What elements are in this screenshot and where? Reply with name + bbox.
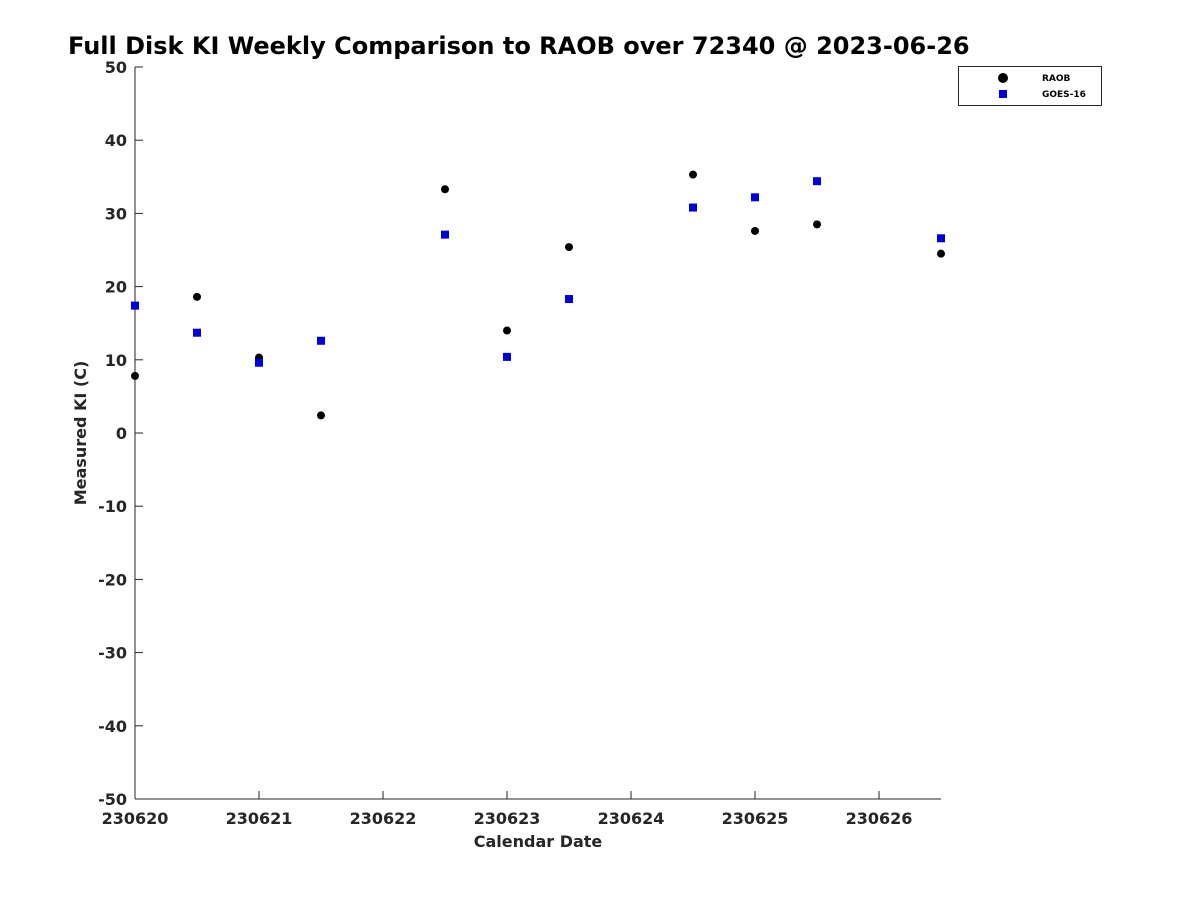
y-tick-label: -20 xyxy=(98,570,127,589)
y-tick-label: 40 xyxy=(105,131,127,150)
y-tick-label: 30 xyxy=(105,204,127,223)
y-tick-label: -50 xyxy=(98,790,127,809)
x-tick-label: 230626 xyxy=(846,809,913,828)
raob-point xyxy=(813,220,821,229)
legend-marker-circle xyxy=(998,73,1008,83)
x-tick-label: 230620 xyxy=(102,809,169,828)
legend-label: RAOB xyxy=(1042,74,1071,84)
y-tick-label: 10 xyxy=(105,351,127,370)
goes16-point xyxy=(255,358,263,367)
raob-point xyxy=(937,249,945,258)
goes16-point xyxy=(565,295,573,304)
y-tick-label: 20 xyxy=(105,278,127,297)
legend-label: GOES-16 xyxy=(1042,90,1086,100)
y-tick-label: -30 xyxy=(98,644,127,663)
goes16-point xyxy=(689,203,697,212)
raob-point xyxy=(503,326,511,335)
plot-axes xyxy=(134,67,941,800)
data-points xyxy=(131,170,945,420)
legend-box xyxy=(958,66,1102,106)
legend: RAOB GOES-16 xyxy=(958,66,1102,106)
y-axis-ticks: 50 40 30 20 10 0 -10 -20 -30 -40 -50 xyxy=(98,58,143,809)
raob-point xyxy=(131,371,139,380)
goes16-point xyxy=(813,177,821,186)
raob-point xyxy=(317,411,325,420)
goes16-point xyxy=(937,234,945,243)
goes16-point xyxy=(441,230,449,239)
raob-point xyxy=(565,243,573,252)
y-tick-label: -10 xyxy=(98,497,127,516)
x-tick-label: 230623 xyxy=(474,809,541,828)
raob-point xyxy=(441,185,449,194)
legend-marker-square xyxy=(999,90,1007,98)
chart-title: Full Disk KI Weekly Comparison to RAOB o… xyxy=(68,32,970,60)
x-tick-label: 230624 xyxy=(598,809,665,828)
raob-point xyxy=(689,170,697,179)
goes16-point xyxy=(193,328,201,337)
goes16-point xyxy=(751,193,759,202)
y-tick-label: 0 xyxy=(116,424,127,443)
x-tick-label: 230621 xyxy=(226,809,293,828)
x-tick-label: 230625 xyxy=(722,809,789,828)
y-tick-label: 50 xyxy=(105,58,127,77)
raob-point xyxy=(193,292,201,301)
goes16-point xyxy=(503,352,511,361)
x-axis-ticks: 230620 230621 230622 230623 230624 230625 2306… xyxy=(102,791,913,828)
goes16-point xyxy=(317,336,325,345)
y-tick-label: -40 xyxy=(98,717,127,736)
x-tick-label: 230622 xyxy=(350,809,417,828)
x-axis-label: Calendar Date xyxy=(474,832,603,851)
y-axis-label: Measured KI (C) xyxy=(71,361,90,506)
goes16-point xyxy=(131,301,139,310)
raob-point xyxy=(751,226,759,235)
